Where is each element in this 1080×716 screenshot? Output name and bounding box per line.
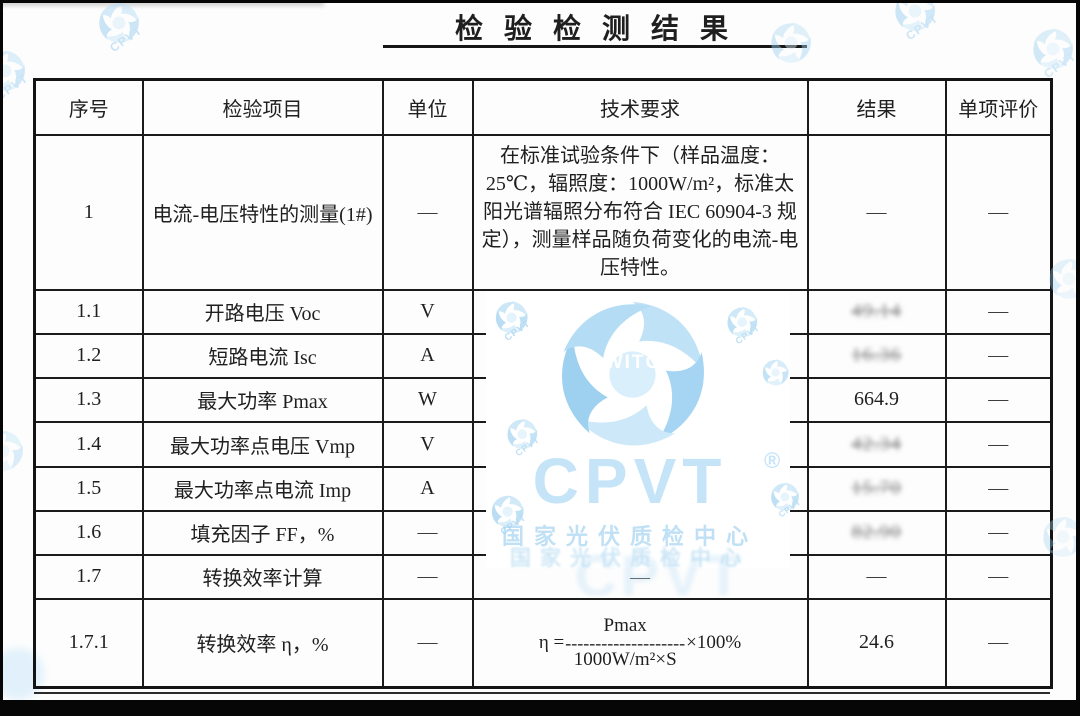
blurred-gridline	[0, 0, 324, 6]
cell-unit: W	[381, 376, 474, 423]
cell-eval: —	[944, 465, 1053, 512]
table-row: 1 电流-电压特性的测量(1#) — 在标准试验条件下（样品温度：25℃，辐照度…	[33, 133, 1053, 291]
cell-unit: —	[381, 597, 474, 689]
cell-item: 转换效率 η，%	[141, 597, 384, 689]
cell-result: —	[806, 553, 947, 600]
cell-seq: 1.6	[33, 509, 144, 556]
cell-result: —	[806, 133, 947, 291]
cell-result-redacted: 82.90	[806, 509, 947, 556]
header-result: 结果	[806, 78, 947, 136]
cell-result-redacted: 15.70	[806, 465, 947, 512]
cpvt-swirl-icon	[892, 0, 938, 34]
cell-eval: —	[944, 420, 1053, 468]
cpvt-mini-label: CPVT	[903, 10, 941, 44]
cell-item: 最大功率点电流 Imp	[141, 465, 384, 512]
formula-fraction-bar: --------------------	[565, 632, 686, 653]
cell-result: 24.6	[806, 597, 947, 689]
cell-unit: A	[381, 465, 474, 512]
cell-seq: 1.5	[33, 465, 144, 512]
table-header-row: 序号 检验项目 单位 技术要求 结果 单项评价	[33, 78, 1053, 136]
cell-seq: 1.7.1	[33, 597, 144, 689]
page-edge-top	[0, 0, 1080, 3]
cell-tech: 在标准试验条件下（样品温度：25℃，辐照度：1000W/m²，标准太阳光谱辐照分…	[471, 133, 809, 291]
cell-seq: 1.3	[33, 376, 144, 423]
cell-eval: —	[944, 553, 1053, 600]
cell-item: 最大功率点电压 Vmp	[141, 420, 384, 468]
cell-item: 最大功率 Pmax	[141, 376, 384, 423]
formula-lhs: η =	[538, 631, 565, 653]
page-edge-bottom	[0, 700, 1080, 716]
cpvt-mini-label: CPVT	[107, 22, 145, 56]
cell-unit: V	[381, 288, 474, 335]
formula-multiplier: ×100%	[686, 631, 742, 653]
cell-result-redacted: 16.36	[806, 332, 947, 379]
cell-unit: —	[381, 509, 474, 556]
cell-result-redacted: 49.14	[806, 288, 947, 335]
cell-item: 填充因子 FF，%	[141, 509, 384, 556]
cell-unit: —	[381, 553, 474, 600]
cpvt-swirl-icon	[0, 428, 26, 474]
watermark-mask	[486, 291, 790, 568]
cell-result: 664.9	[806, 376, 947, 423]
cell-seq: 1.2	[33, 332, 144, 379]
cell-eval: —	[944, 509, 1053, 556]
cpvt-swirl-icon	[1030, 26, 1076, 72]
title-underline	[383, 45, 807, 48]
header-tech: 技术要求	[471, 78, 809, 136]
header-seq: 序号	[33, 78, 144, 136]
cell-unit: —	[381, 133, 474, 291]
table-bottom-rule	[34, 692, 1050, 694]
cell-eval: —	[944, 332, 1053, 379]
cell-seq: 1	[33, 133, 144, 291]
cell-eval: —	[944, 597, 1053, 689]
cpvt-mini-label: CPVT	[0, 70, 31, 104]
header-item: 检验项目	[141, 78, 384, 136]
cell-item: 开路电压 Voc	[141, 288, 384, 335]
cpvt-mini-label: CPVT	[1041, 48, 1079, 82]
cpvt-swirl-icon	[0, 48, 28, 94]
cell-eval: —	[944, 133, 1053, 291]
cell-unit: A	[381, 332, 474, 379]
cpvt-mini-watermark: CPVT	[96, 0, 168, 72]
cell-formula: η = Pmax -------------------- 1000W/m²×S…	[471, 597, 809, 689]
cell-seq: 1.1	[33, 288, 144, 335]
formula-numerator: Pmax	[603, 614, 647, 636]
formula-denominator: 1000W/m²×S	[573, 648, 677, 670]
cell-item: 转换效率计算	[141, 553, 384, 600]
page-edge-right	[1076, 0, 1080, 716]
cell-eval: —	[944, 376, 1053, 423]
cell-eval: —	[944, 288, 1053, 335]
page-edge-left	[0, 0, 3, 716]
formula-fraction: Pmax -------------------- 1000W/m²×S	[565, 614, 686, 670]
cell-result-redacted: 42.34	[806, 420, 947, 468]
cell-unit: V	[381, 420, 474, 468]
page-title: 检 验 检 测 结 果	[454, 14, 735, 45]
cell-item: 短路电流 Isc	[141, 332, 384, 379]
cpvt-swirl-icon	[96, 0, 142, 46]
cpvt-mini-watermark: CPVT	[892, 0, 964, 60]
efficiency-formula: η = Pmax -------------------- 1000W/m²×S…	[478, 614, 803, 670]
cell-item: 电流-电压特性的测量(1#)	[141, 133, 384, 291]
header-unit: 单位	[381, 78, 474, 136]
cell-seq: 1.4	[33, 420, 144, 468]
cell-seq: 1.7	[33, 553, 144, 600]
table-row: 1.7.1 转换效率 η，% — η = Pmax --------------…	[33, 597, 1053, 689]
header-eval: 单项评价	[944, 78, 1053, 136]
